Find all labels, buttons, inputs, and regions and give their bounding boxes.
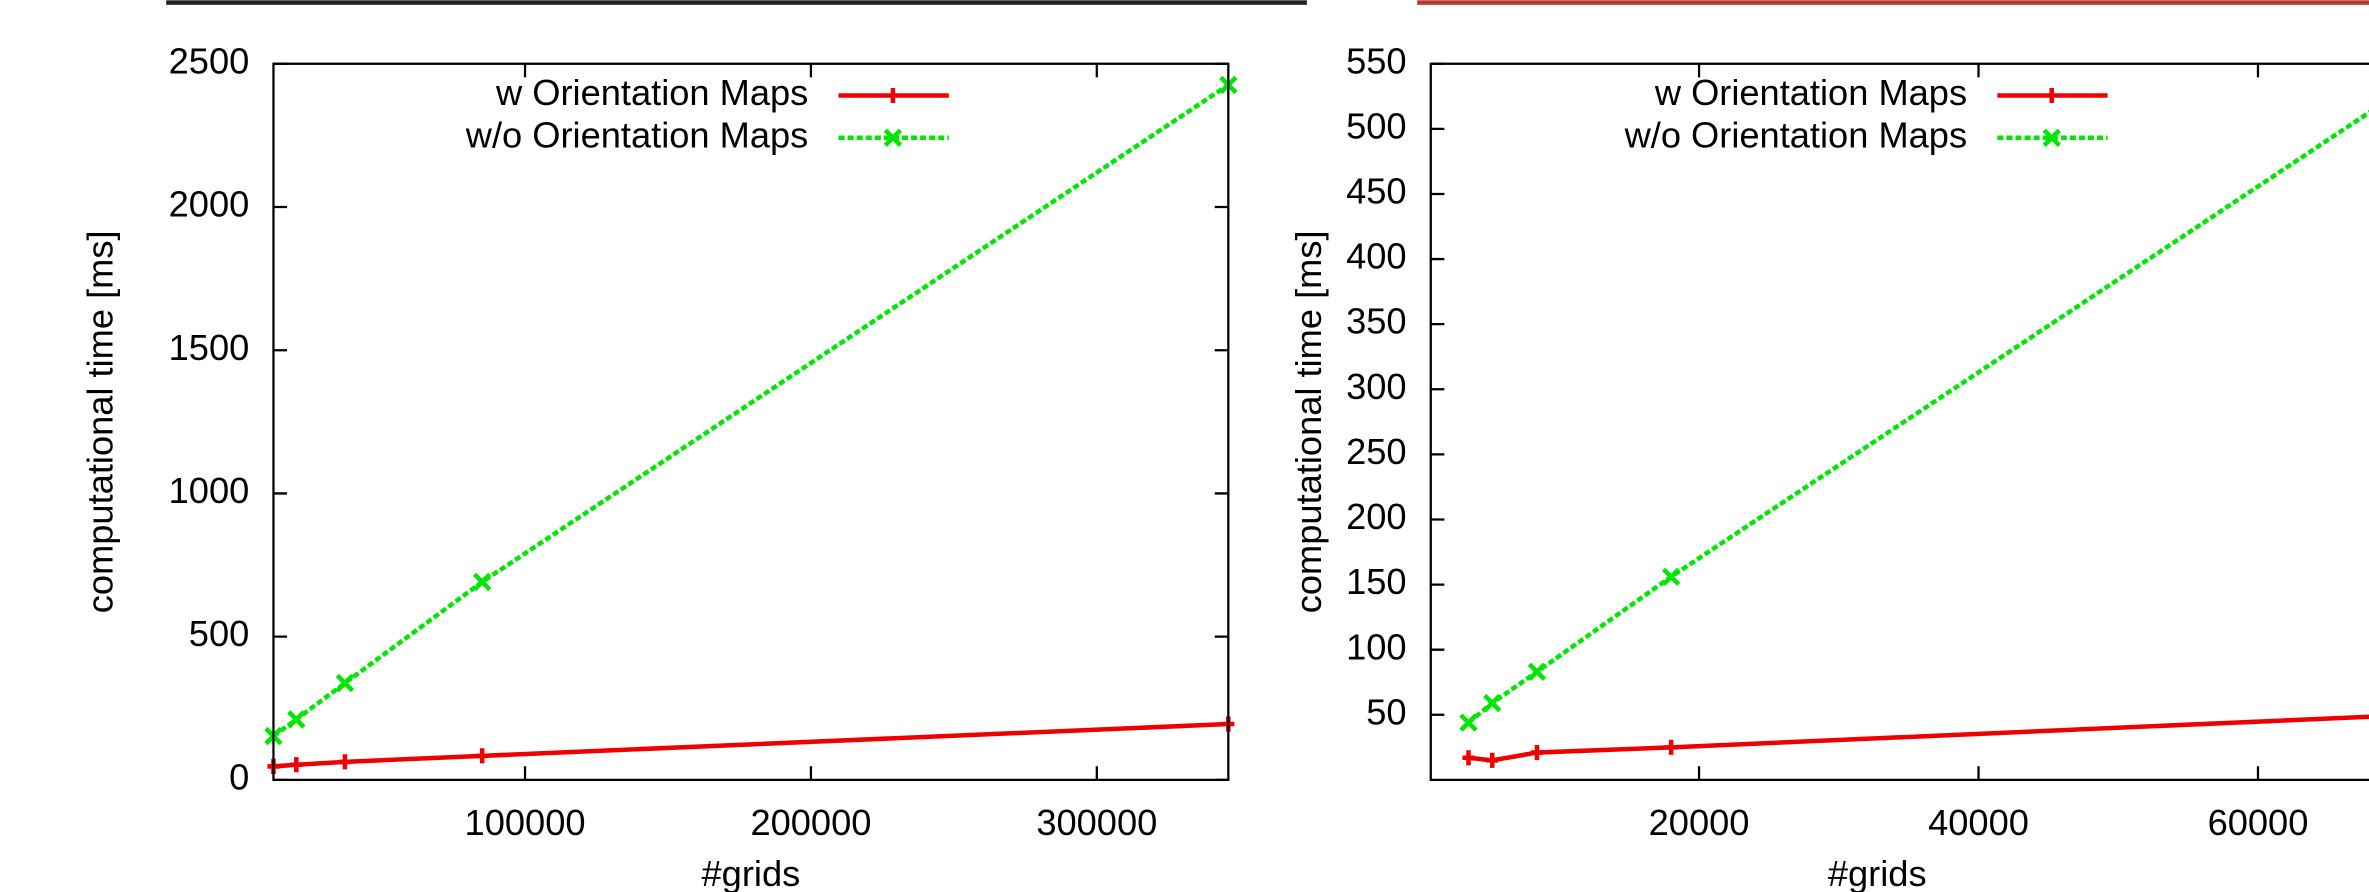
y-tick-label: 300 xyxy=(1346,366,1406,407)
data-point xyxy=(289,712,304,727)
data-point xyxy=(290,757,302,772)
x-tick-label: 200000 xyxy=(750,802,871,843)
data-point xyxy=(1486,753,1498,768)
y-tick-label: 450 xyxy=(1346,171,1406,212)
data-line xyxy=(273,85,1228,736)
y-axis-label: computational time [ms] xyxy=(1288,230,1329,613)
plot xyxy=(1461,95,2369,768)
x-tick-label: 20000 xyxy=(1649,802,1750,843)
x-axis-label: #grids xyxy=(1828,853,1927,892)
y-tick-label: 400 xyxy=(1346,236,1406,277)
y-tick-label: 0 xyxy=(229,756,249,797)
y-tick-label: 250 xyxy=(1346,431,1406,472)
y-tick-label: 100 xyxy=(1346,626,1406,667)
plot-frame xyxy=(273,64,1228,780)
y-tick-label: 500 xyxy=(1346,105,1406,146)
x-tick-label: 60000 xyxy=(2208,802,2309,843)
x-tick-label: 40000 xyxy=(1928,802,2029,843)
y-tick-label: 2000 xyxy=(169,184,250,225)
data-point xyxy=(339,754,351,769)
y-tick-label: 2500 xyxy=(169,40,250,81)
image-strip xyxy=(1417,0,2369,5)
y-tick-label: 500 xyxy=(189,613,249,654)
data-point xyxy=(1485,696,1500,711)
data-point xyxy=(476,748,488,763)
y-tick-label: 200 xyxy=(1346,496,1406,537)
y-axis-label: computational time [ms] xyxy=(79,230,120,613)
data-point xyxy=(1462,750,1474,765)
data-point xyxy=(337,676,352,691)
y-tick-label: 550 xyxy=(1346,40,1406,81)
y-tick-label: 150 xyxy=(1346,561,1406,602)
data-point xyxy=(1664,569,1679,584)
legend-label: w Orientation Maps xyxy=(1654,72,1967,113)
x-tick-label: 100000 xyxy=(465,802,586,843)
y-tick-label: 1500 xyxy=(169,327,250,368)
data-line xyxy=(1468,716,2369,760)
plot-frame xyxy=(1431,64,2369,780)
x-tick-label: 300000 xyxy=(1036,802,1157,843)
data-point xyxy=(1665,740,1677,755)
y-tick-label: 1000 xyxy=(169,470,250,511)
y-tick-label: 350 xyxy=(1346,301,1406,342)
plot xyxy=(266,77,1236,774)
data-point xyxy=(1531,745,1543,760)
figure: 0 500 1000 1500 2000 2500 100000 200000 300000 #g… xyxy=(0,0,2369,892)
data-point xyxy=(475,574,490,589)
y-tick-label: 50 xyxy=(1366,691,1406,732)
legend-label: w/o Orientation Maps xyxy=(465,114,809,155)
legend-label: w Orientation Maps xyxy=(495,72,808,113)
data-point xyxy=(1529,664,1544,679)
data-line xyxy=(273,724,1228,766)
data-point xyxy=(1461,715,1476,730)
x-axis-label: #grids xyxy=(702,853,801,892)
data-line xyxy=(1468,103,2369,723)
image-strip xyxy=(166,0,1307,5)
legend-label: w/o Orientation Maps xyxy=(1624,114,1968,155)
